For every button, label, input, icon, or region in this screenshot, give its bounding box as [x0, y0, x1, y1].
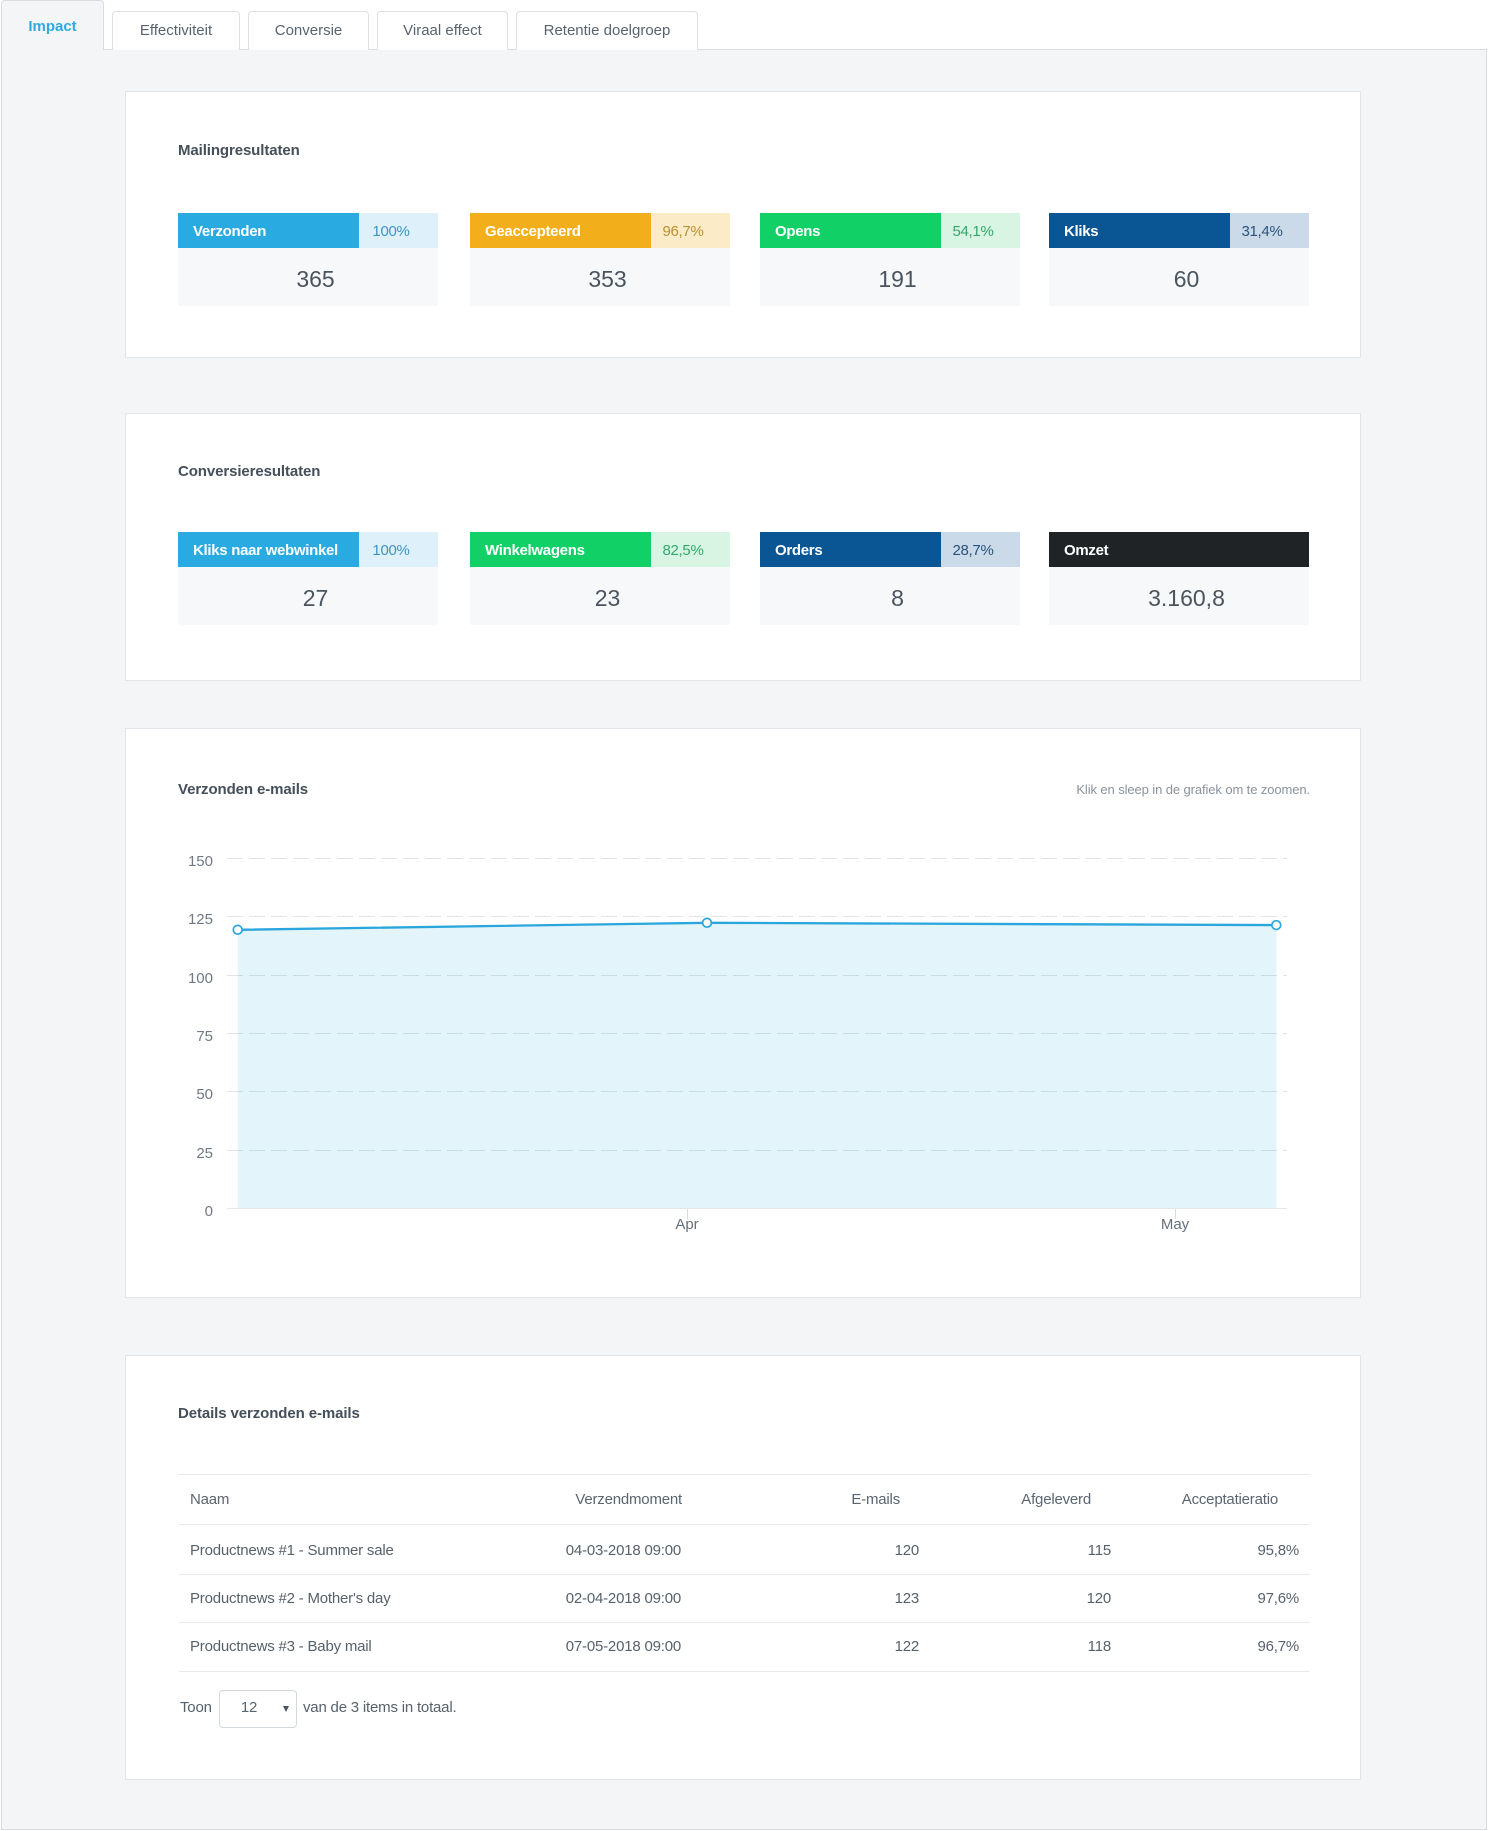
svg-text:Apr: Apr — [675, 1216, 698, 1233]
svg-text:150: 150 — [188, 853, 213, 870]
svg-text:May: May — [1161, 1216, 1190, 1233]
svg-text:125: 125 — [188, 911, 213, 928]
svg-text:25: 25 — [196, 1145, 213, 1162]
svg-text:0: 0 — [205, 1203, 213, 1220]
svg-text:100: 100 — [188, 970, 213, 987]
svg-text:75: 75 — [196, 1028, 213, 1045]
svg-text:50: 50 — [196, 1086, 213, 1103]
